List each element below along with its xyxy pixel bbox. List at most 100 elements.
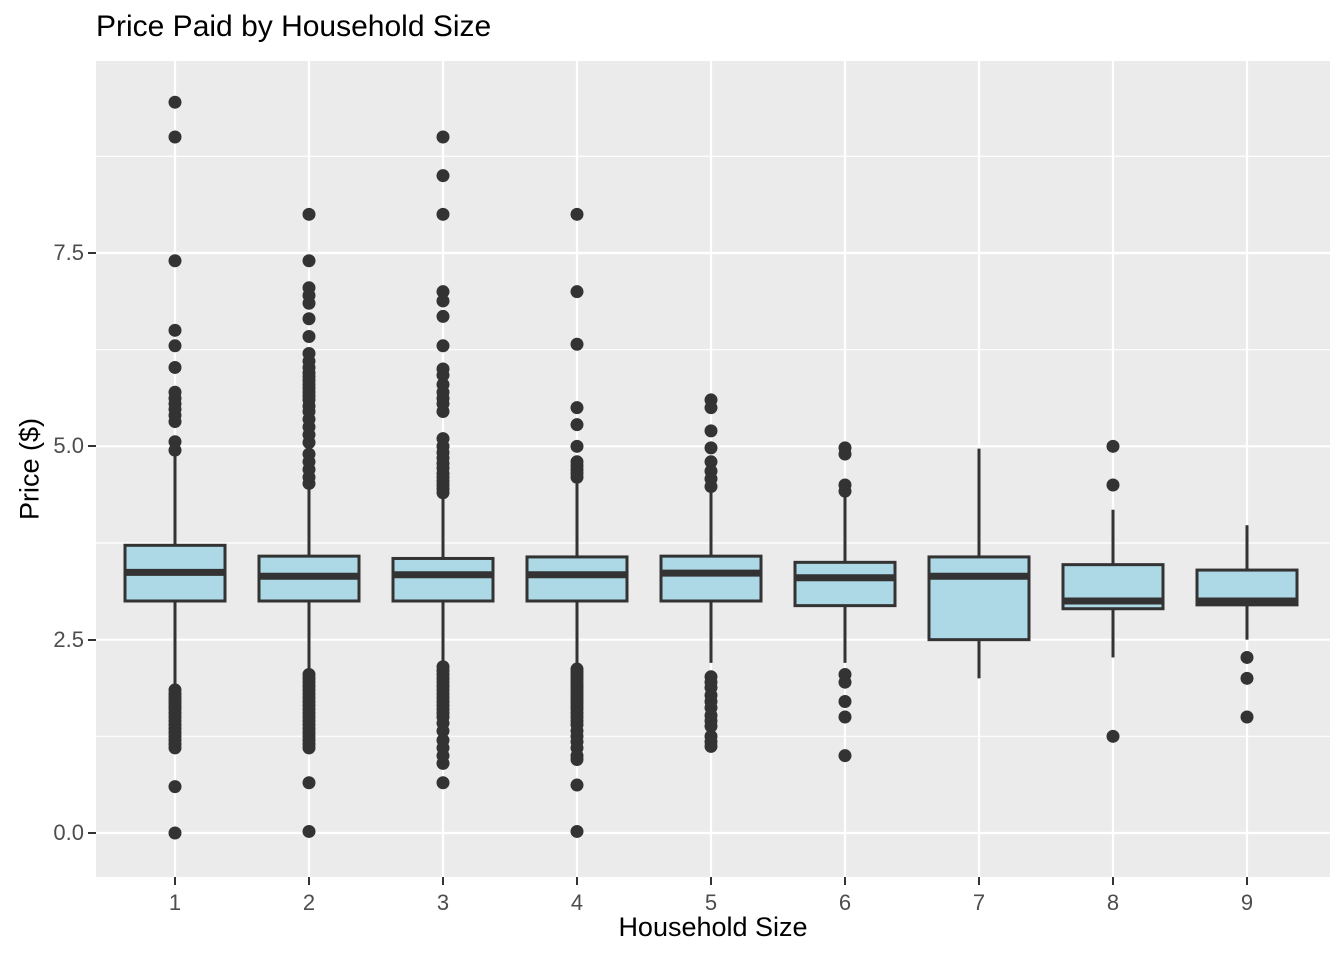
outlier-point-5: [704, 441, 718, 455]
outlier-point-8: [1106, 478, 1120, 492]
outlier-point-1: [168, 415, 182, 429]
outlier-point-3: [436, 724, 450, 738]
y-tick-mark: [88, 445, 96, 448]
outlier-point-3: [436, 368, 450, 382]
box-3: [391, 556, 495, 603]
outlier-point-1: [168, 339, 182, 353]
outlier-point-1: [168, 741, 182, 755]
y-tick-label: 2.5: [53, 626, 84, 652]
outlier-point-5: [704, 739, 718, 753]
x-tick-mark: [174, 877, 176, 885]
outlier-point-3: [436, 339, 450, 353]
x-tick-label: 1: [168, 890, 182, 915]
y-tick-mark: [88, 252, 96, 254]
outlier-point-3: [436, 294, 450, 308]
outlier-point-1: [168, 323, 182, 337]
outlier-point-5: [704, 719, 718, 733]
outlier-point-6: [838, 749, 852, 763]
outlier-point-1: [168, 360, 182, 374]
outlier-point-2: [302, 824, 316, 838]
outlier-point-4: [570, 401, 584, 415]
box-4: [525, 555, 629, 603]
x-tick-mark: [1246, 877, 1248, 885]
outlier-point-4: [570, 418, 584, 432]
outlier-point-3: [436, 756, 450, 770]
outlier-point-4: [570, 778, 584, 792]
x-tick-mark: [978, 877, 980, 885]
outlier-point-5: [704, 480, 718, 494]
outlier-point-3: [436, 309, 450, 323]
x-tick-label: 7: [972, 890, 986, 915]
outlier-point-2: [302, 207, 316, 221]
outlier-point-2: [302, 776, 316, 790]
outlier-point-4: [570, 824, 584, 838]
x-axis-title: Household Size: [618, 912, 808, 942]
outlier-point-2: [302, 254, 316, 268]
outlier-point-3: [436, 405, 450, 419]
outlier-point-1: [168, 95, 182, 109]
outlier-point-2: [302, 435, 316, 449]
x-tick-label: 2: [302, 890, 316, 915]
outlier-point-6: [838, 710, 852, 724]
x-tick-label: 4: [570, 890, 584, 915]
outlier-point-9: [1240, 650, 1254, 664]
outlier-point-2: [302, 312, 316, 326]
outlier-point-4: [570, 470, 584, 484]
outlier-point-6: [838, 675, 852, 689]
y-axis-title: Price ($): [14, 417, 45, 521]
outlier-point-9: [1240, 710, 1254, 724]
box-6: [793, 560, 897, 608]
plot-title: Price Paid by Household Size: [96, 10, 492, 43]
outlier-point-3: [436, 169, 450, 183]
outlier-point-3: [436, 130, 450, 144]
outlier-point-4: [570, 753, 584, 767]
outlier-point-1: [168, 130, 182, 144]
y-tick-mark: [88, 638, 96, 641]
x-tick-label: 8: [1106, 890, 1120, 915]
outlier-point-9: [1240, 671, 1254, 685]
outlier-point-6: [838, 447, 852, 461]
boxplot-canvas: [96, 61, 1330, 877]
outlier-point-4: [570, 285, 584, 299]
outlier-point-6: [838, 695, 852, 709]
outlier-point-5: [704, 455, 718, 469]
outlier-point-1: [168, 254, 182, 268]
x-tick-mark: [576, 877, 578, 885]
outlier-point-4: [570, 207, 584, 221]
box-5: [659, 554, 763, 603]
x-tick-mark: [844, 877, 846, 885]
plot-panel: [96, 61, 1330, 877]
outlier-point-8: [1106, 729, 1120, 743]
x-tick-mark: [1112, 877, 1114, 885]
x-tick-mark: [710, 877, 712, 885]
outlier-point-1: [168, 443, 182, 457]
outlier-point-4: [570, 337, 584, 351]
y-tick-label: 0.0: [53, 820, 84, 845]
outlier-point-8: [1106, 439, 1120, 453]
outlier-point-2: [302, 741, 316, 755]
x-tick-label: 6: [838, 890, 852, 915]
outlier-point-3: [436, 486, 450, 500]
outlier-point-5: [704, 424, 718, 438]
outlier-point-2: [302, 330, 316, 344]
y-tick-label: 7.5: [53, 240, 84, 265]
y-tick-mark: [88, 832, 96, 834]
outlier-point-1: [168, 780, 182, 794]
outlier-point-2: [302, 476, 316, 490]
box-7: [927, 555, 1031, 642]
x-tick-label: 9: [1240, 890, 1254, 915]
outlier-point-3: [436, 776, 450, 790]
outlier-point-1: [168, 826, 182, 840]
outlier-point-3: [436, 285, 450, 299]
outlier-point-2: [302, 296, 316, 310]
x-tick-label: 5: [704, 890, 718, 915]
y-tick-label: 5.0: [53, 433, 84, 459]
x-tick-label: 3: [436, 890, 450, 915]
outlier-point-4: [570, 439, 584, 453]
x-tick-mark: [308, 877, 310, 885]
outlier-point-5: [704, 401, 718, 415]
outlier-point-3: [436, 207, 450, 221]
outlier-point-6: [838, 484, 852, 498]
x-tick-mark: [442, 877, 444, 885]
